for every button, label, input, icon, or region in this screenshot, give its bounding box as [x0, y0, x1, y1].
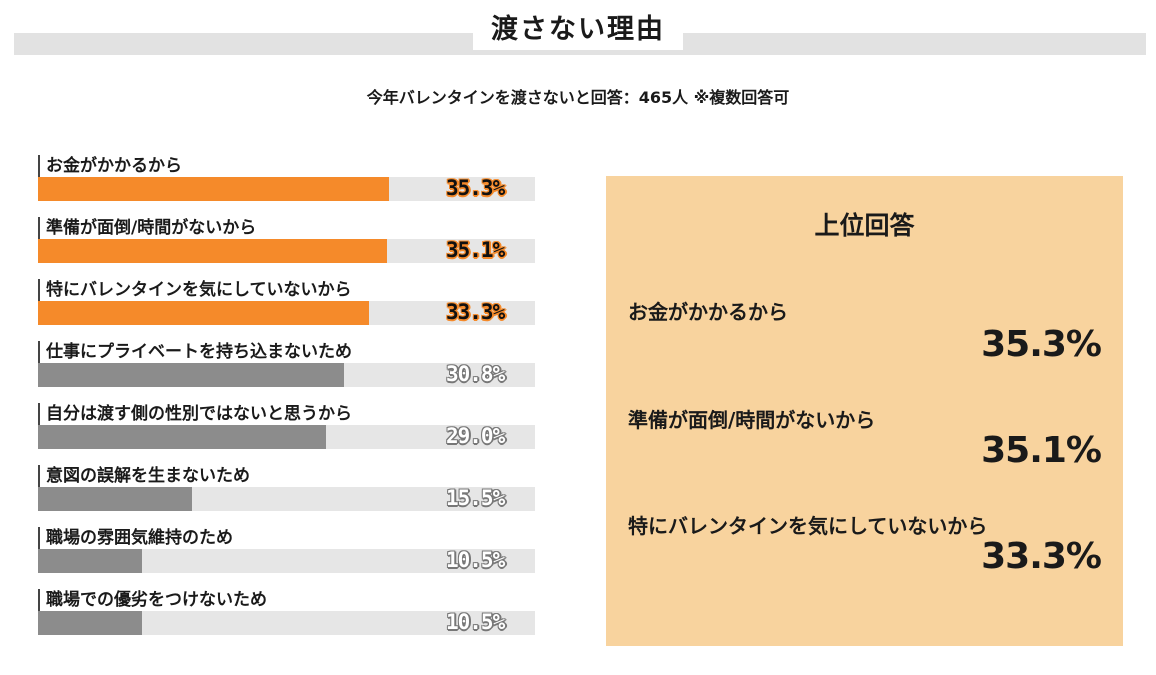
bar-track [38, 301, 535, 325]
bar [38, 239, 387, 263]
bar-track [38, 549, 535, 573]
bar-label: 職場での優劣をつけないため [38, 589, 267, 611]
top-answer-3-label: 特にバレンタインを気にしていないから [628, 514, 988, 538]
chart-title-wrap: 渡さない理由 [0, 10, 1156, 50]
bar-track [38, 239, 535, 263]
top-answers-panel: 上位回答 お金がかかるから 35.3% 準備が面倒/時間がないから 35.1% … [606, 176, 1123, 646]
bar-value-label: 15.5% [446, 486, 505, 510]
bar-label: お金がかかるから [38, 155, 182, 177]
top-answer-2-value: 35.1% [981, 430, 1102, 471]
bar [38, 177, 389, 201]
bar-label: 職場の雰囲気維持のため [38, 527, 233, 549]
chart-title: 渡さない理由 [473, 10, 683, 50]
top-answer-1-label: お金がかかるから [628, 300, 788, 324]
bar-track [38, 363, 535, 387]
bar-value-label: 10.5% [446, 548, 505, 572]
bar [38, 425, 326, 449]
panel-title: 上位回答 [814, 211, 915, 240]
top-answer-1-value: 35.3% [981, 324, 1102, 365]
bar [38, 611, 142, 635]
bar-chart: お金がかかるから 35.3% 準備が面倒/時間がないから 35.1% 特にバレンタインを… [38, 155, 535, 635]
bar-value-label: 29.0% [446, 424, 505, 448]
bar-value-label: 35.1% [446, 238, 505, 262]
bar-track [38, 611, 535, 635]
bar-label: 特にバレンタインを気にしていないから [38, 279, 352, 301]
bar-label: 自分は渡す側の性別ではないと思うから [38, 403, 352, 425]
bar-value-label: 33.3% [446, 300, 505, 324]
bar-value-label: 35.3% [446, 176, 505, 200]
bar [38, 363, 344, 387]
top-answer-3-value: 33.3% [981, 536, 1102, 577]
bar-track [38, 487, 535, 511]
bar-label: 準備が面倒/時間がないから [38, 217, 256, 239]
top-answer-2-label: 準備が面倒/時間がないから [628, 408, 876, 432]
bar-value-label: 10.5% [446, 610, 505, 634]
bar-label: 意図の誤解を生まないため [38, 465, 250, 487]
chart-subtitle: 今年バレンタインを渡さないと回答：465人 ※複数回答可 [366, 88, 790, 107]
bar [38, 301, 369, 325]
bar [38, 487, 192, 511]
bar-track [38, 177, 535, 201]
bar [38, 549, 142, 573]
bar-label: 仕事にプライベートを持ち込まないため [38, 341, 352, 363]
bar-track [38, 425, 535, 449]
bar-value-label: 30.8% [446, 362, 505, 386]
